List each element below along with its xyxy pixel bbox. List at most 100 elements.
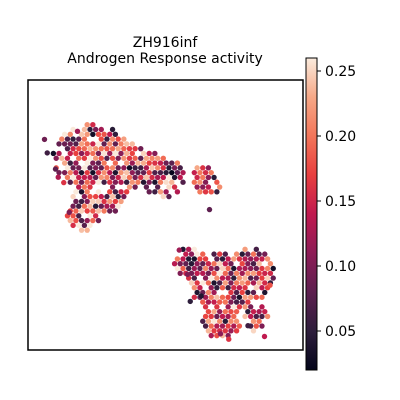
points-layer	[41, 122, 276, 342]
spot-point	[250, 270, 257, 277]
spot-point	[101, 150, 107, 157]
spot-point	[245, 261, 251, 267]
spot-point	[152, 169, 158, 176]
spot-point	[104, 145, 110, 152]
spot-point	[233, 289, 240, 296]
spot-point	[256, 261, 262, 267]
spot-point	[126, 165, 133, 171]
spot-point	[109, 165, 116, 171]
spot-point	[211, 261, 217, 267]
spot-point	[228, 270, 234, 277]
spot-point	[216, 318, 223, 324]
spot-point	[270, 265, 276, 272]
spot-point	[70, 126, 76, 133]
spot-point	[70, 174, 76, 181]
spot-point	[174, 169, 181, 176]
spot-point	[132, 155, 138, 161]
spot-point	[95, 169, 102, 176]
spot-point	[160, 174, 166, 181]
spot-point	[87, 222, 93, 229]
spot-point	[250, 308, 257, 315]
spot-point	[194, 289, 200, 296]
spot-point	[191, 246, 198, 253]
spot-point	[95, 179, 102, 185]
spot-point	[84, 217, 90, 224]
colorbar-tick-label: 0.20	[325, 129, 356, 145]
spot-point	[236, 275, 243, 281]
spot-point	[166, 184, 172, 190]
spot-point	[194, 261, 200, 267]
plot-frame	[27, 79, 304, 351]
spot-point	[123, 141, 130, 147]
spot-point	[228, 318, 234, 324]
spot-point	[197, 284, 203, 291]
spot-point	[67, 131, 73, 137]
colorbar	[305, 57, 318, 371]
spot-point	[202, 189, 209, 195]
spot-point	[211, 328, 217, 334]
spot-point	[126, 155, 133, 161]
spot-point	[211, 308, 217, 315]
spot-point	[216, 261, 223, 267]
spot-point	[169, 160, 175, 166]
spot-point	[146, 189, 152, 195]
spot-point	[78, 141, 85, 147]
spot-point	[211, 289, 217, 296]
spot-point	[214, 323, 220, 329]
spot-point	[61, 169, 68, 176]
spot-point	[222, 280, 229, 286]
colorbar-tick-label: 0.10	[325, 259, 356, 275]
spot-point	[53, 155, 59, 161]
spot-point	[76, 136, 82, 142]
spot-point	[208, 189, 214, 195]
spot-point	[214, 275, 220, 281]
spot-point	[174, 256, 181, 262]
spot-point	[270, 275, 276, 281]
spot-point	[256, 251, 262, 257]
spot-point	[135, 160, 141, 166]
spot-point	[92, 126, 99, 133]
spot-point	[67, 179, 73, 185]
spot-point	[211, 270, 217, 277]
spot-point	[200, 299, 206, 305]
spot-point	[118, 150, 124, 157]
spot-point	[152, 160, 158, 166]
spot-point	[118, 169, 124, 176]
spot-point	[98, 174, 104, 181]
spot-point	[107, 179, 113, 185]
spot-point	[194, 174, 200, 181]
spot-point	[187, 298, 193, 305]
spot-point	[216, 308, 223, 315]
spot-point	[202, 256, 209, 262]
spot-point	[87, 184, 93, 190]
spot-point	[169, 179, 175, 185]
spot-point	[160, 165, 166, 171]
spot-point	[129, 160, 135, 166]
spot-point	[205, 165, 212, 171]
spot-point	[242, 294, 248, 300]
spot-point	[90, 160, 96, 166]
spot-point	[140, 179, 147, 185]
spot-point	[214, 294, 220, 300]
spot-point	[247, 256, 254, 262]
spot-point	[225, 294, 231, 300]
spot-point	[70, 213, 76, 219]
spot-point	[205, 280, 212, 286]
spot-point	[166, 174, 172, 181]
spot-point	[191, 265, 198, 272]
spot-point	[81, 174, 88, 181]
spot-point	[236, 294, 243, 300]
spot-point	[146, 160, 152, 166]
spot-point	[112, 189, 119, 195]
spot-point	[92, 203, 99, 209]
spot-point	[118, 198, 124, 205]
spot-point	[174, 265, 181, 272]
spot-point	[242, 256, 248, 262]
spot-point	[253, 246, 260, 253]
spot-point	[233, 299, 240, 305]
spot-point	[233, 251, 240, 257]
spot-point	[146, 150, 152, 157]
spot-point	[222, 251, 229, 257]
spot-point	[247, 294, 254, 300]
